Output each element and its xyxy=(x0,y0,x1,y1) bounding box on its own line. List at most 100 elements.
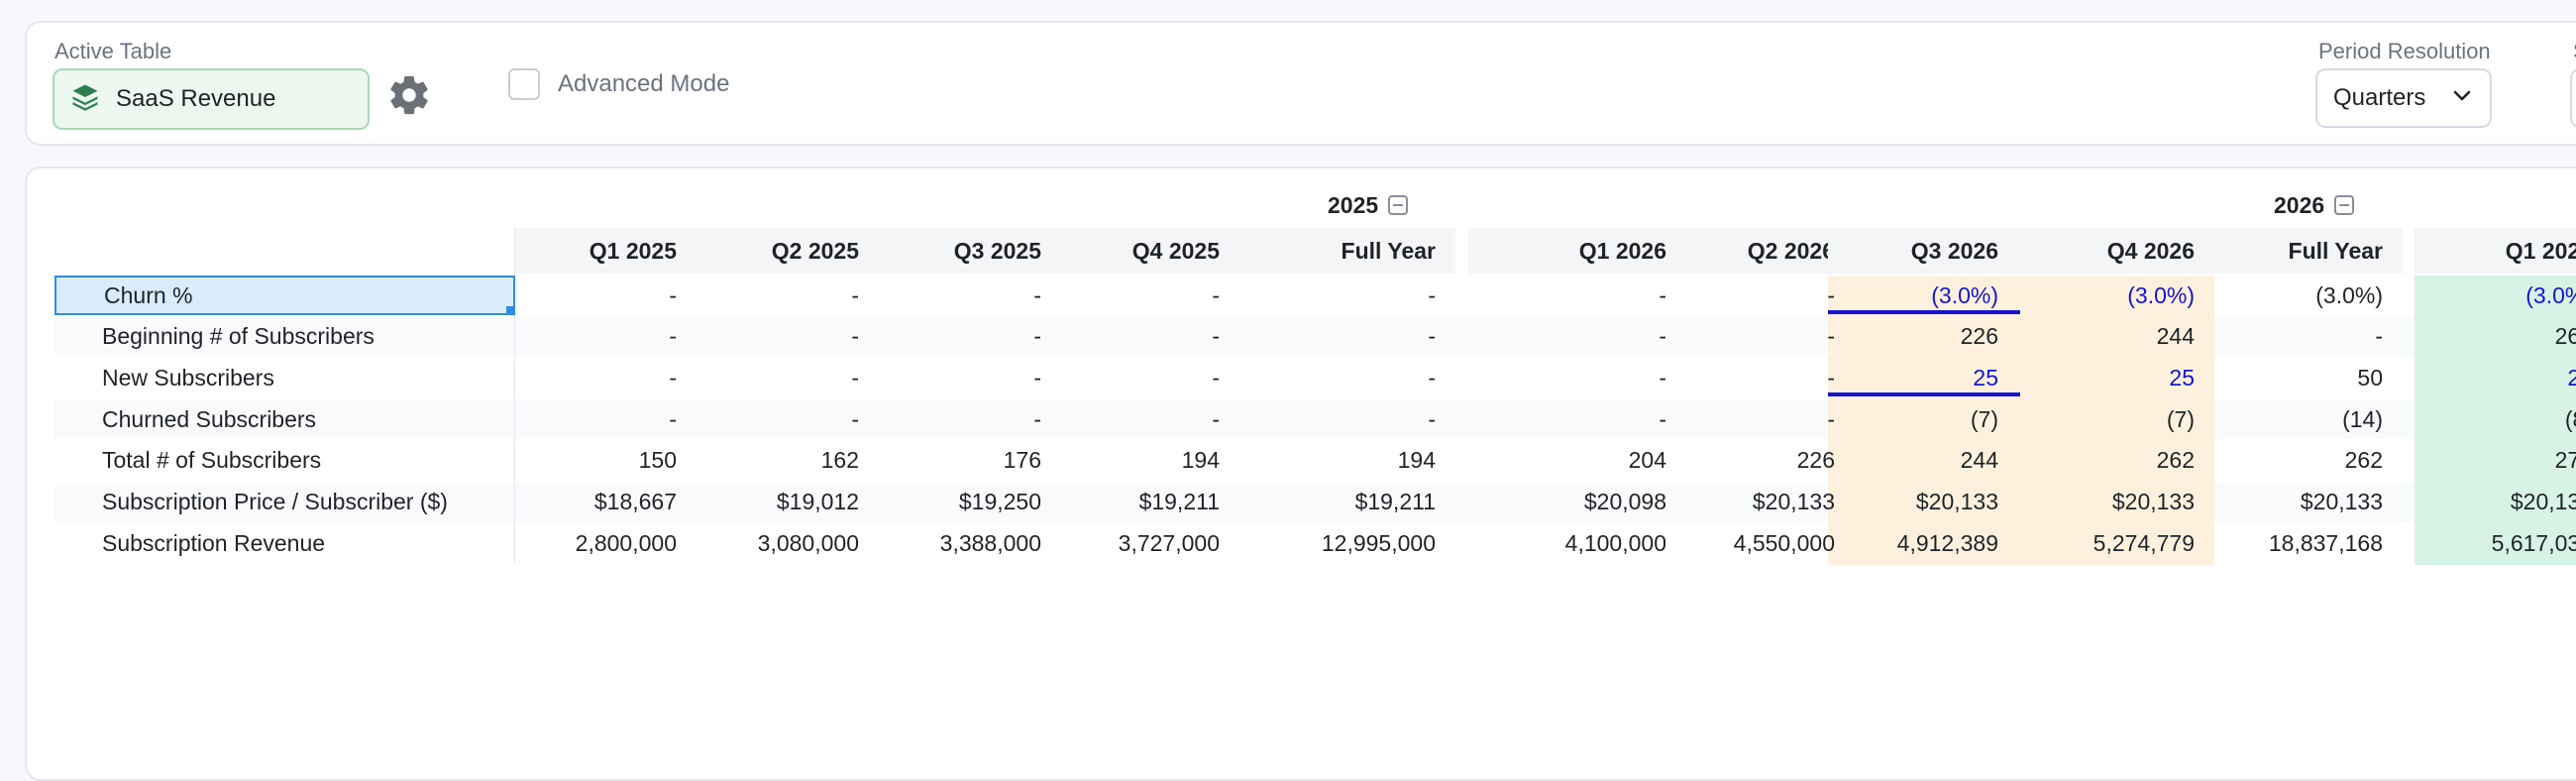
year-header[interactable]: 2026 xyxy=(2274,190,2355,220)
table-cell[interactable]: - xyxy=(1659,364,1666,390)
column-header[interactable]: Q2 2025 xyxy=(697,228,879,274)
column-header[interactable]: Q3 2026 xyxy=(1828,228,2018,274)
table-cell[interactable]: - xyxy=(1659,323,1666,350)
column-header[interactable]: Full Year xyxy=(1239,228,1455,274)
table-cell[interactable]: 262 xyxy=(2156,447,2195,474)
column-header[interactable]: Q2 2026 xyxy=(1686,228,1855,274)
table-cell[interactable]: 2,800,000 xyxy=(575,529,677,556)
column-header[interactable]: Full Year xyxy=(2214,228,2403,274)
table-cell[interactable]: $18,667 xyxy=(593,489,677,514)
gear-icon[interactable] xyxy=(384,70,434,120)
table-cell[interactable]: - xyxy=(1033,405,1041,432)
table-cell[interactable]: - xyxy=(851,405,859,432)
table-cell[interactable]: - xyxy=(1827,405,1835,432)
table-cell[interactable]: 3,388,000 xyxy=(939,529,1041,556)
table-cell[interactable]: - xyxy=(851,323,859,350)
table-cell[interactable]: - xyxy=(1212,281,1220,308)
advanced-mode-checkbox[interactable] xyxy=(508,68,540,100)
table-cell[interactable]: 194 xyxy=(1181,447,1220,474)
table-cell[interactable]: - xyxy=(1033,364,1041,390)
table-cell[interactable]: 226 xyxy=(1960,323,1998,350)
table-cell[interactable]: 194 xyxy=(1397,447,1436,474)
row-label[interactable]: Beginning # of Subscribers xyxy=(102,323,375,350)
table-cell[interactable]: 50 xyxy=(2357,364,2383,390)
table-cell[interactable]: 3,080,000 xyxy=(757,529,859,556)
period-resolution-select[interactable]: Quarters xyxy=(2315,68,2492,128)
row-label[interactable]: Churn % xyxy=(54,276,515,315)
table-cell[interactable]: 279 xyxy=(2554,447,2576,474)
table-cell[interactable]: - xyxy=(1428,323,1436,350)
year-header[interactable]: 2025 xyxy=(1328,190,1409,220)
table-cell[interactable]: 150 xyxy=(638,447,677,474)
table-cell[interactable]: $19,211 xyxy=(1138,489,1220,514)
table-cell[interactable]: - xyxy=(1428,281,1436,308)
table-cell[interactable]: 176 xyxy=(1003,447,1041,474)
table-cell[interactable]: - xyxy=(1659,281,1666,308)
table-cell[interactable]: - xyxy=(669,323,677,350)
table-cell[interactable]: $19,012 xyxy=(776,489,859,514)
table-cell[interactable]: 25 xyxy=(2169,364,2195,390)
table-cell[interactable]: 4,550,000 xyxy=(1733,529,1835,556)
table-cell[interactable]: 262 xyxy=(2344,447,2383,474)
table-cell[interactable]: $20,133 xyxy=(1915,489,1998,514)
table-cell[interactable]: 12,995,000 xyxy=(1321,529,1436,556)
table-cell[interactable]: (3.0%) xyxy=(2315,281,2383,308)
table-cell[interactable]: - xyxy=(1659,405,1666,432)
table-cell[interactable]: (3.0%) xyxy=(2525,281,2576,308)
table-cell[interactable]: - xyxy=(1827,323,1835,350)
table-cell[interactable]: - xyxy=(1827,364,1835,390)
table-cell[interactable]: $20,133 xyxy=(2300,489,2383,514)
minus-box-icon[interactable] xyxy=(1388,195,1409,215)
table-cell[interactable]: 18,837,168 xyxy=(2268,529,2383,556)
table-cell[interactable]: 3,727,000 xyxy=(1118,529,1220,556)
table-cell[interactable]: $20,133 xyxy=(2111,489,2195,514)
column-header[interactable]: Q1 2025 xyxy=(514,228,697,274)
table-cell[interactable]: $20,133 xyxy=(2510,489,2576,514)
advanced-mode-toggle[interactable]: Advanced Mode xyxy=(508,68,729,100)
column-header[interactable]: Q4 2026 xyxy=(2018,228,2214,274)
active-table-select[interactable]: SaaS Revenue xyxy=(53,68,370,130)
table-cell[interactable]: (7) xyxy=(1970,405,1998,432)
cut-off-select[interactable] xyxy=(2570,68,2576,128)
table-cell[interactable]: (7) xyxy=(2166,405,2195,432)
table-cell[interactable]: - xyxy=(2375,323,2383,350)
table-cell[interactable]: 5,617,035 xyxy=(2491,529,2576,556)
row-label[interactable]: Churned Subscribers xyxy=(102,405,317,432)
table-cell[interactable]: (8) xyxy=(2564,405,2576,432)
table-cell[interactable]: (3.0%) xyxy=(1828,276,2020,315)
table-cell[interactable]: - xyxy=(669,405,677,432)
table-cell[interactable]: 262 xyxy=(2554,323,2576,350)
table-cell[interactable]: $20,098 xyxy=(1583,489,1666,514)
table-cell[interactable]: - xyxy=(1827,281,1835,308)
table-cell[interactable]: - xyxy=(1212,323,1220,350)
table-cell[interactable]: $19,211 xyxy=(1354,489,1436,514)
table-cell[interactable]: - xyxy=(1212,405,1220,432)
column-header[interactable]: Q4 2025 xyxy=(1061,228,1239,274)
column-header[interactable]: Q3 2025 xyxy=(879,228,1061,274)
table-cell[interactable]: 4,912,389 xyxy=(1896,529,1998,556)
table-cell[interactable]: - xyxy=(1033,281,1041,308)
column-header[interactable]: Q1 2026 xyxy=(1468,228,1686,274)
row-label[interactable]: Total # of Subscribers xyxy=(102,447,322,474)
table-cell[interactable]: 244 xyxy=(1960,447,1998,474)
table-cell[interactable]: $20,133 xyxy=(1752,489,1835,514)
table-cell[interactable]: 25 xyxy=(2567,364,2576,390)
table-cell[interactable]: - xyxy=(1212,364,1220,390)
table-cell[interactable]: - xyxy=(1033,323,1041,350)
table-cell[interactable]: - xyxy=(1428,364,1436,390)
column-header[interactable]: Q1 2027 xyxy=(2415,228,2576,274)
row-label[interactable]: Subscription Price / Subscriber ($) xyxy=(102,489,448,514)
table-cell[interactable]: - xyxy=(851,364,859,390)
table-cell[interactable]: 244 xyxy=(2156,323,2195,350)
table-cell[interactable]: - xyxy=(669,364,677,390)
table-cell[interactable]: (14) xyxy=(2342,405,2383,432)
table-cell[interactable]: $19,250 xyxy=(958,489,1041,514)
row-label[interactable]: Subscription Revenue xyxy=(102,529,326,556)
row-label[interactable]: New Subscribers xyxy=(102,364,274,390)
table-cell[interactable]: 4,100,000 xyxy=(1564,529,1666,556)
table-cell[interactable]: (3.0%) xyxy=(2127,281,2195,308)
table-cell[interactable]: - xyxy=(1428,405,1436,432)
table-cell[interactable]: - xyxy=(851,281,859,308)
minus-box-icon[interactable] xyxy=(2334,195,2355,215)
table-cell[interactable]: 204 xyxy=(1628,447,1666,474)
